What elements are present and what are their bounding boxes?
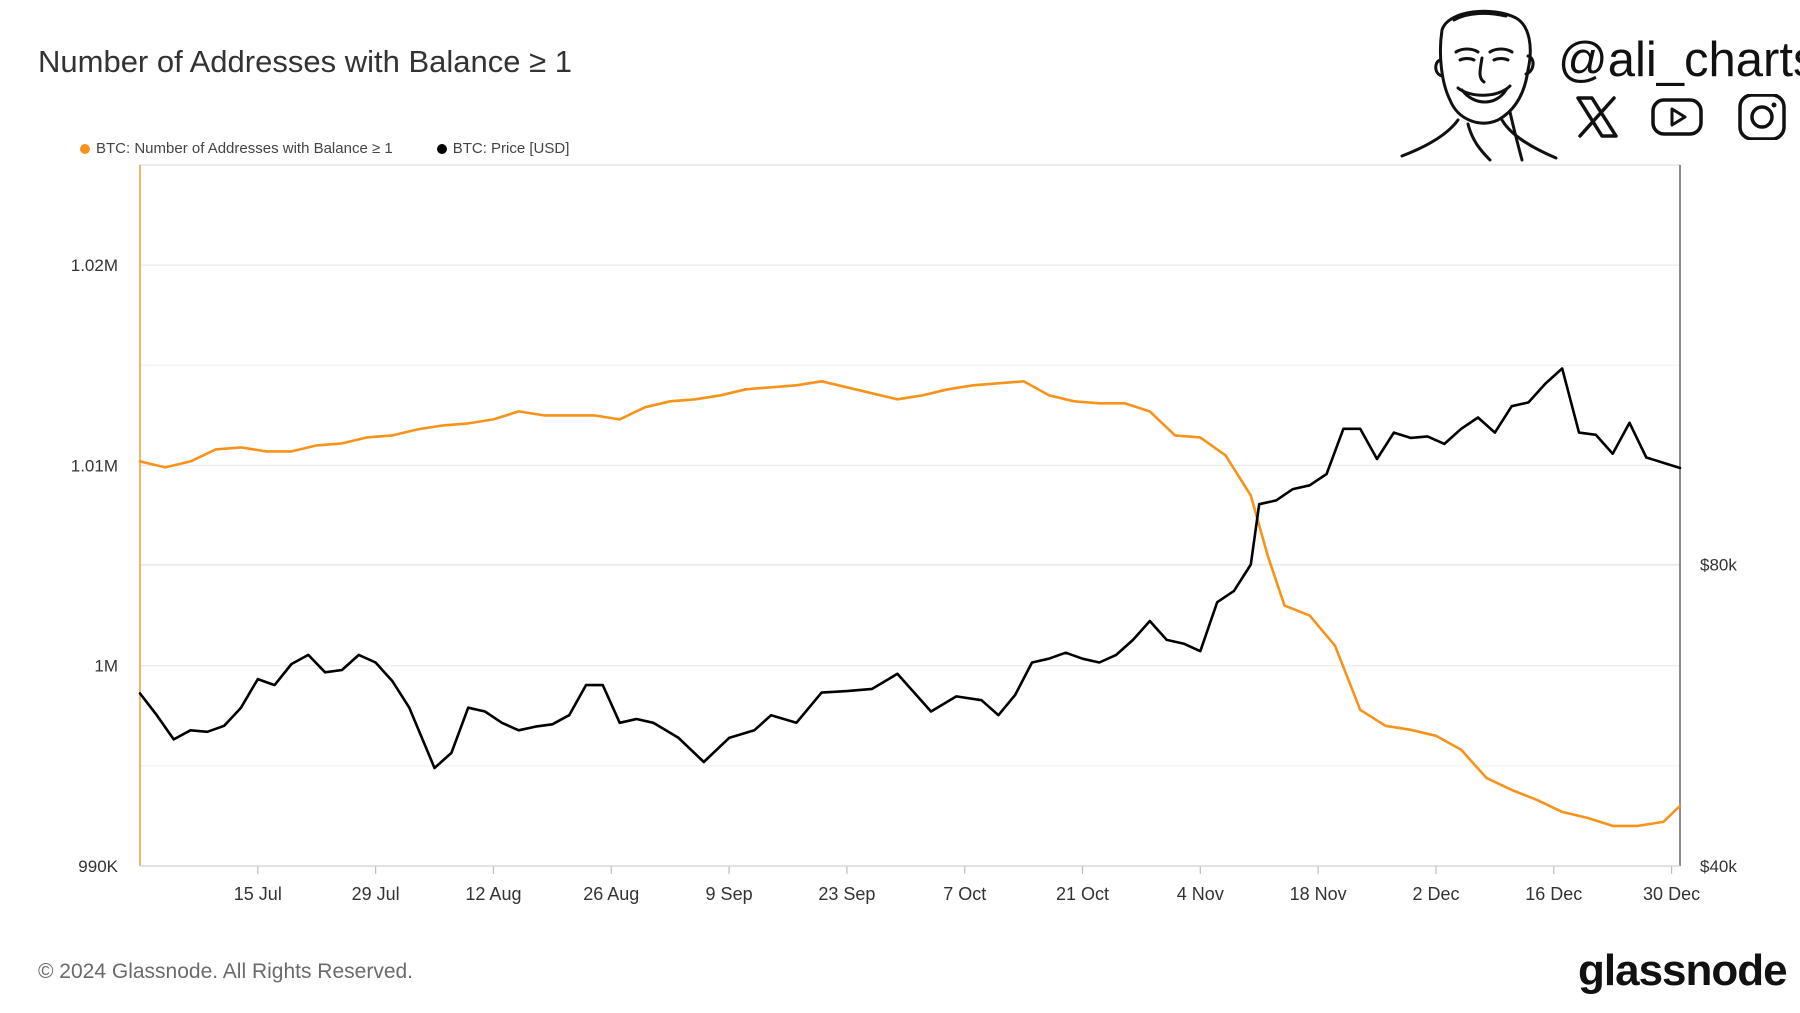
cartoon-face-logo [1400, 9, 1558, 162]
x-tick-label: 2 Dec [1412, 884, 1459, 904]
page-title: Number of Addresses with Balance ≥ 1 [38, 44, 572, 79]
x-tick-label: 9 Sep [706, 884, 753, 904]
x-tick-label: 18 Nov [1290, 884, 1347, 904]
instagram-icon[interactable] [1735, 94, 1789, 140]
plot-frame [139, 164, 1681, 867]
x-icon[interactable] [1570, 94, 1624, 140]
author-handle: @ali_charts [1558, 33, 1800, 87]
legend-item-addresses[interactable]: BTC: Number of Addresses with Balance ≥ … [80, 140, 393, 157]
copyright-text: © 2024 Glassnode. All Rights Reserved. [38, 960, 414, 983]
y-left-tick-label: 990K [78, 857, 118, 876]
y-right-tick-label: $80k [1700, 555, 1737, 574]
x-tick-label: 29 Jul [352, 884, 400, 904]
x-tick-label: 7 Oct [943, 884, 986, 904]
legend-label-addresses: BTC: Number of Addresses with Balance ≥ … [96, 140, 393, 157]
chart-legend: BTC: Number of Addresses with Balance ≥ … [80, 140, 569, 157]
x-tick-label: 23 Sep [818, 884, 875, 904]
x-tick-label: 30 Dec [1643, 884, 1700, 904]
glassnode-logo: glassnode [1578, 946, 1788, 995]
y-right-tick-label: $40k [1700, 857, 1737, 876]
series-line-addresses [138, 379, 1682, 828]
legend-item-price[interactable]: BTC: Price [USD] [436, 140, 570, 157]
x-tick-label: 21 Oct [1056, 884, 1109, 904]
legend-dot-addresses [80, 143, 90, 154]
x-tick-label: 26 Aug [583, 884, 639, 904]
x-tick-label: 16 Dec [1525, 884, 1582, 904]
legend-label-price: BTC: Price [USD] [452, 140, 570, 157]
series-line-price [138, 367, 1682, 770]
y-left-tick-label: 1.02M [71, 256, 118, 275]
youtube-icon[interactable] [1650, 94, 1704, 140]
x-tick-label: 12 Aug [465, 884, 521, 904]
x-tick-label: 15 Jul [234, 884, 282, 904]
x-tick-label: 4 Nov [1177, 884, 1224, 904]
y-left-tick-label: 1M [94, 657, 118, 676]
legend-dot-price [436, 143, 447, 154]
y-left-tick-label: 1.01M [71, 456, 118, 475]
